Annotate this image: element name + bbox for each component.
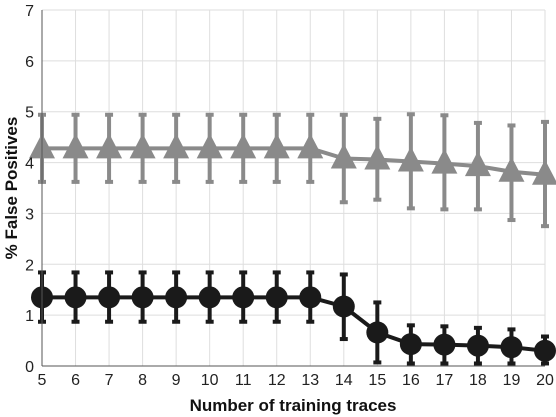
circle-marker	[500, 336, 523, 359]
x-axis-label: Number of training traces	[190, 396, 397, 415]
y-tick-label: 5	[25, 105, 34, 122]
y-tick-label: 1	[25, 308, 34, 325]
series-line	[42, 295, 546, 353]
circle-marker	[299, 286, 322, 309]
x-tick-label: 9	[172, 372, 181, 389]
triangle-marker	[364, 144, 391, 170]
triangle-marker	[431, 148, 458, 174]
circle-marker	[433, 333, 456, 356]
triangle-marker	[163, 133, 190, 159]
x-tick-label: 16	[402, 372, 420, 389]
triangle-marker	[532, 159, 556, 185]
plot-area	[42, 10, 545, 366]
triangle-marker	[196, 133, 223, 159]
series-layer	[29, 112, 556, 366]
circle-marker	[98, 286, 121, 309]
y-tick-label: 4	[25, 156, 34, 173]
circle-marker	[198, 286, 221, 309]
y-tick-label: 3	[25, 206, 34, 223]
triangle-marker	[397, 146, 424, 172]
x-tick-label: 11	[235, 372, 252, 389]
x-tick-label: 14	[335, 372, 353, 389]
triangle-marker	[96, 133, 123, 159]
y-tick-label: 2	[25, 257, 34, 274]
x-tick-label: 5	[38, 372, 47, 389]
triangle-marker	[263, 133, 290, 159]
circle-marker	[64, 286, 87, 309]
triangle-marker	[498, 156, 525, 182]
x-tick-label: 10	[201, 372, 219, 389]
y-axis-label: % False Positives	[2, 117, 21, 260]
circle-marker	[165, 286, 188, 309]
y-tick-label: 7	[25, 3, 34, 20]
x-tick-label: 20	[536, 372, 554, 389]
triangle-marker	[129, 133, 156, 159]
y-tick-label: 6	[25, 54, 34, 71]
circle-marker	[131, 286, 154, 309]
triangle-marker	[297, 133, 324, 159]
x-tick-label: 19	[503, 372, 521, 389]
circle-marker	[265, 286, 288, 309]
x-tick-label: 8	[138, 372, 147, 389]
triangle-marker	[330, 143, 357, 169]
triangle-marker	[62, 133, 89, 159]
circle-marker	[399, 333, 422, 356]
x-tick-label: 13	[301, 372, 319, 389]
triangle-marker	[464, 151, 491, 177]
x-tick-label: 7	[105, 372, 114, 389]
circle-marker	[232, 286, 255, 309]
y-tick-label: 0	[25, 359, 34, 376]
x-tick-label: 18	[469, 372, 487, 389]
circle-marker	[332, 295, 355, 318]
circle-marker	[366, 321, 389, 344]
series-circle	[31, 270, 556, 366]
circle-marker	[534, 339, 556, 362]
circle-marker	[466, 334, 489, 357]
series-line	[42, 146, 546, 177]
x-tick-label: 17	[436, 372, 454, 389]
x-tick-label: 15	[368, 372, 386, 389]
triangle-marker	[230, 133, 257, 159]
x-tick-label: 6	[71, 372, 80, 389]
x-tick-label: 12	[268, 372, 286, 389]
